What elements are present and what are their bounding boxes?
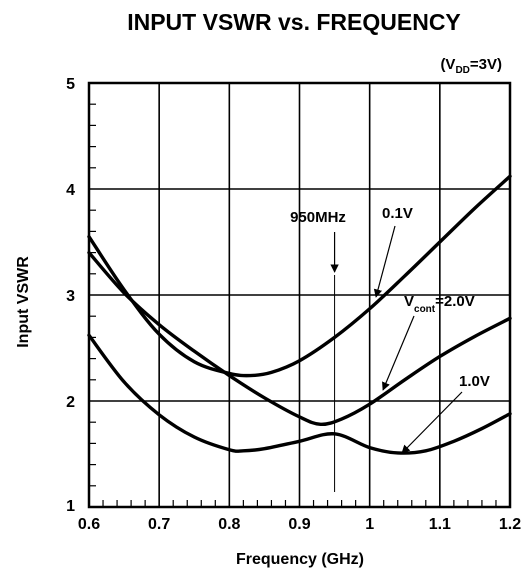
chart-title: INPUT VSWR vs. FREQUENCY [127, 9, 461, 35]
series-line-2.0v [87, 250, 512, 427]
x-tick-label: 0.6 [78, 516, 100, 533]
series-arrow-0.1v [373, 225, 396, 298]
series-arrow-1.0v [401, 391, 463, 454]
y-tick-label: 5 [66, 76, 75, 93]
condition-label: (VDD=3V) [440, 56, 502, 76]
y-axis-label: Input VSWR [15, 256, 32, 348]
series-line-1.0v [87, 333, 512, 455]
series-group [87, 174, 512, 455]
x-tick-label: 0.7 [148, 516, 170, 533]
y-tick-label: 3 [66, 288, 75, 305]
series-line-0.1v [87, 174, 512, 378]
plot-frame [87, 81, 512, 509]
minor-ticks [89, 103, 497, 507]
series-label-0.1v: 0.1V [382, 205, 413, 222]
x-axis-label: Frequency (GHz) [236, 551, 364, 568]
marker-950mhz-label: 950MHz [290, 209, 346, 226]
x-tick-label: 0.8 [218, 516, 240, 533]
x-tick-label: 1 [365, 516, 374, 533]
x-tick-label: 0.9 [288, 516, 310, 533]
series-label-2.0v: Vcont=2.0V [404, 293, 475, 315]
y-tick-label: 4 [66, 182, 75, 199]
series-label-1.0v: 1.0V [459, 373, 490, 390]
y-tick-label: 1 [66, 498, 75, 515]
x-tick-labels: 0.6 0.7 0.8 0.9 1 1.1 1.2 [78, 516, 521, 533]
series-arrow-2.0v [382, 315, 415, 391]
y-tick-label: 2 [66, 394, 75, 411]
x-tick-label: 1.1 [429, 516, 451, 533]
y-tick-labels: 1 2 3 4 5 [66, 76, 75, 515]
x-tick-label: 1.2 [499, 516, 521, 533]
